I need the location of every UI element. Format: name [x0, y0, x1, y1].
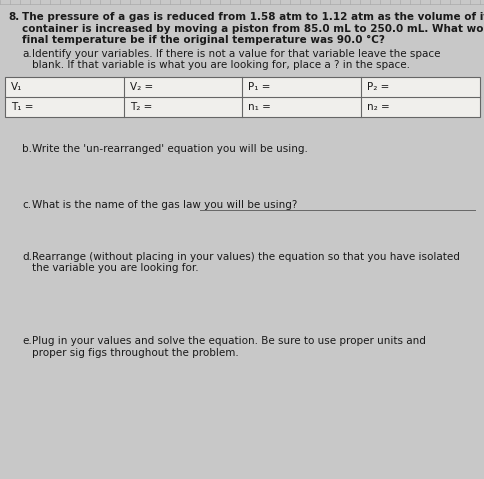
Text: n₂ =: n₂ =	[366, 102, 389, 112]
Text: b.: b.	[22, 145, 32, 155]
Text: V₁: V₁	[11, 81, 22, 91]
Text: a.: a.	[22, 48, 31, 58]
Text: d.: d.	[22, 251, 32, 262]
Text: Rearrange (without placing in your values) the equation so that you have isolate: Rearrange (without placing in your value…	[32, 251, 459, 262]
Text: the variable you are looking for.: the variable you are looking for.	[32, 263, 198, 273]
Text: c.: c.	[22, 199, 31, 209]
Text: Identify your variables. If there is not a value for that variable leave the spa: Identify your variables. If there is not…	[32, 48, 439, 58]
Text: proper sig figs throughout the problem.: proper sig figs throughout the problem.	[32, 348, 238, 358]
Text: container is increased by moving a piston from 85.0 mL to 250.0 mL. What would t: container is increased by moving a pisto…	[22, 23, 484, 34]
Text: 8.: 8.	[8, 12, 19, 22]
Bar	[5, 77, 479, 116]
Text: P₁ =: P₁ =	[248, 81, 271, 91]
Text: What is the name of the gas law you will be using?: What is the name of the gas law you will…	[32, 199, 297, 209]
Text: Plug in your values and solve the equation. Be sure to use proper units and: Plug in your values and solve the equati…	[32, 337, 425, 346]
Text: V₂ =: V₂ =	[130, 81, 152, 91]
Text: e.: e.	[22, 337, 31, 346]
Text: n₁ =: n₁ =	[248, 102, 271, 112]
Text: The pressure of a gas is reduced from 1.58 atm to 1.12 atm as the volume of its: The pressure of a gas is reduced from 1.…	[22, 12, 484, 22]
Text: T₂ =: T₂ =	[130, 102, 152, 112]
Text: Write the 'un-rearranged' equation you will be using.: Write the 'un-rearranged' equation you w…	[32, 145, 307, 155]
Text: P₂ =: P₂ =	[366, 81, 389, 91]
Text: T₁ =: T₁ =	[11, 102, 33, 112]
Text: final temperature be if the original temperature was 90.0 °C?: final temperature be if the original tem…	[22, 35, 384, 45]
Text: blank. If that variable is what you are looking for, place a ? in the space.: blank. If that variable is what you are …	[32, 60, 409, 70]
